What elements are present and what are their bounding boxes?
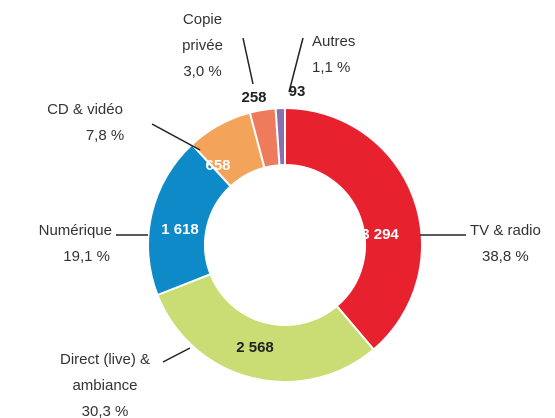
slice-label: Autres 1,1 % bbox=[312, 29, 382, 81]
value-label: 258 bbox=[241, 89, 266, 106]
category-label: Direct (live) & ambiance bbox=[59, 351, 150, 394]
category-label: Copie privée bbox=[182, 11, 223, 54]
donut-slice bbox=[284, 106, 423, 351]
category-label: Autres bbox=[312, 33, 356, 50]
value-label: 93 bbox=[289, 83, 306, 100]
slice-label: TV & radio 38,8 % bbox=[470, 218, 555, 270]
category-label: TV & radio bbox=[470, 222, 541, 239]
value-label: 3 294 bbox=[361, 226, 399, 243]
slice-label: Numérique 19,1 % bbox=[0, 218, 112, 270]
percent-label: 1,1 % bbox=[312, 59, 351, 76]
percent-label: 7,8 % bbox=[85, 127, 125, 144]
leader-line bbox=[288, 37, 304, 93]
donut-slice bbox=[156, 272, 376, 383]
percent-label: 3,0 % bbox=[183, 63, 222, 80]
value-label: 2 568 bbox=[236, 339, 274, 356]
category-label: CD & vidéo bbox=[47, 101, 123, 118]
slice-label: CD & vidéo 7,8 % bbox=[20, 97, 150, 149]
leader-line bbox=[242, 37, 254, 85]
value-label: 1 618 bbox=[161, 221, 199, 238]
leader-line bbox=[162, 347, 191, 363]
slice-label: Copie privée 3,0 % bbox=[165, 7, 240, 85]
leader-line bbox=[151, 123, 201, 151]
value-label: 658 bbox=[205, 157, 230, 174]
percent-label: 38,8 % bbox=[482, 248, 529, 265]
percent-label: 30,3 % bbox=[81, 403, 129, 418]
percent-label: 19,1 % bbox=[63, 248, 110, 265]
slice-label: Direct (live) & ambiance 30,3 % bbox=[30, 347, 180, 418]
category-label: Numérique bbox=[38, 222, 112, 239]
donut-slice bbox=[274, 106, 286, 167]
